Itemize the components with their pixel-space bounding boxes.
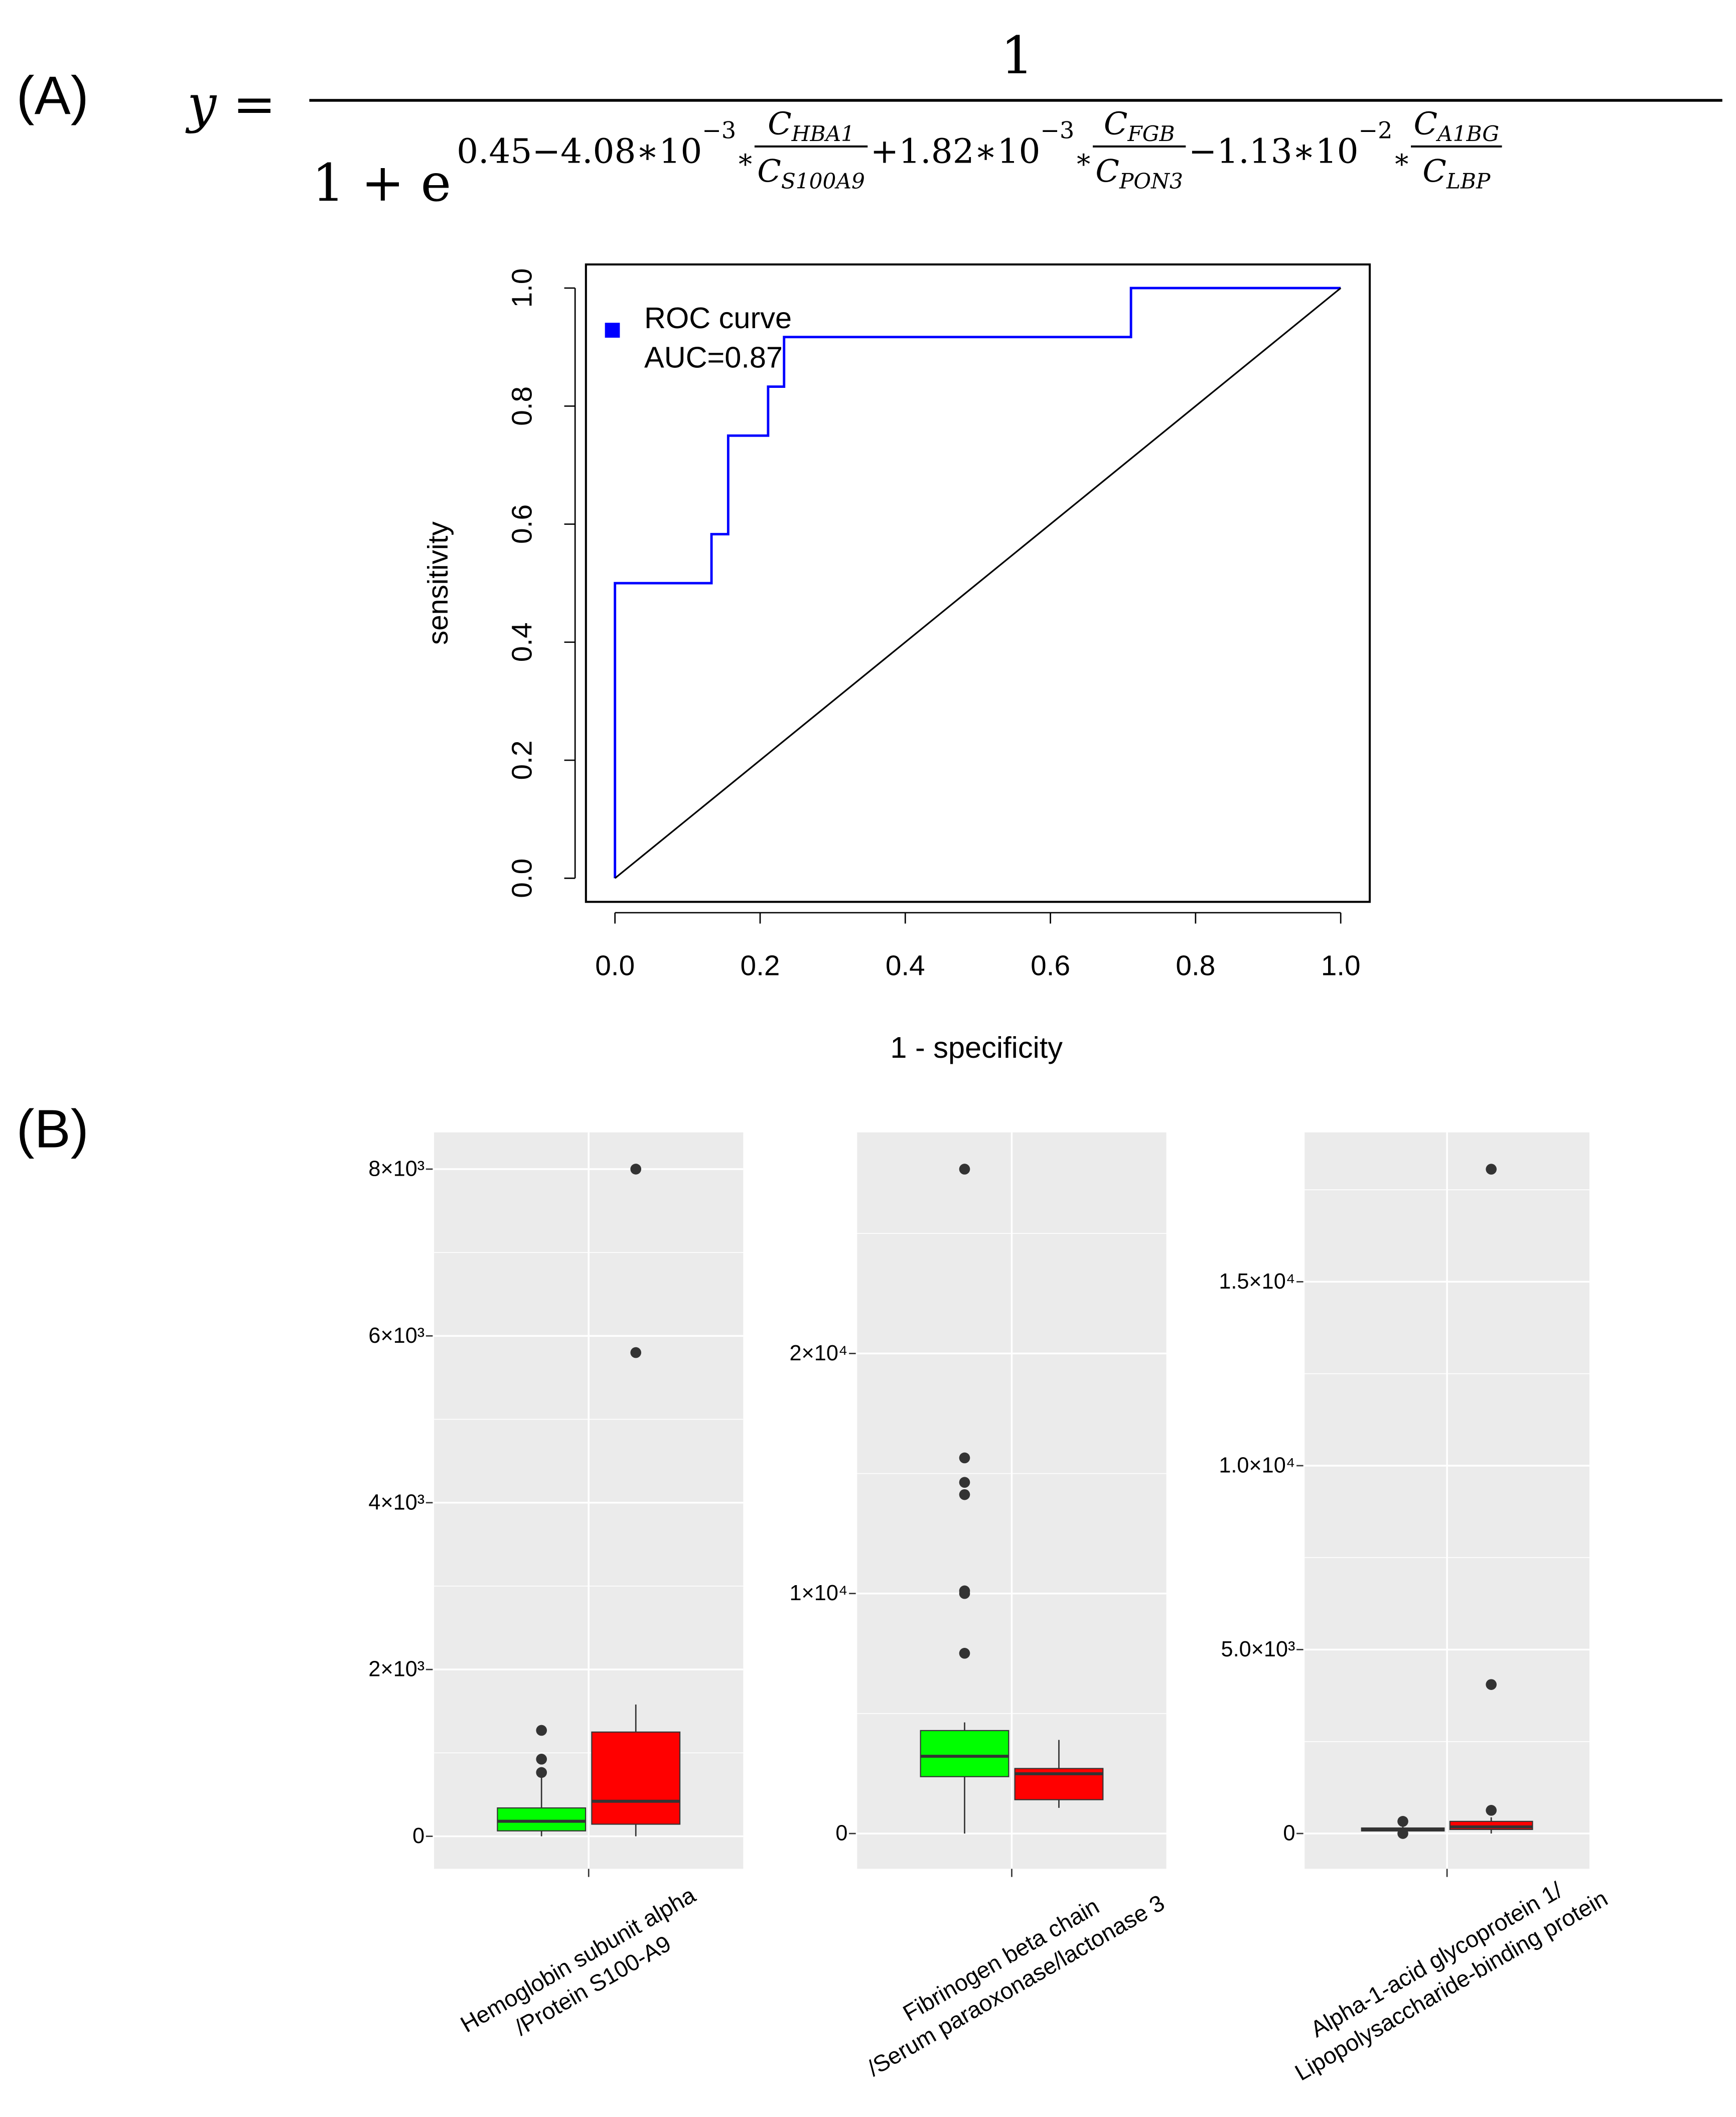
y-tick-label: 6×10³ [368, 1324, 424, 1348]
formula-numerator: 1 [1001, 26, 1034, 86]
subscript: A1BG [1435, 121, 1499, 146]
box [920, 1730, 1009, 1777]
box [591, 1731, 681, 1825]
plot-frame [585, 263, 1371, 903]
y-tick-label: 2×10³ [368, 1657, 424, 1681]
x-axis-label: 1 - specificity [890, 1031, 1063, 1064]
x-tick-label: Lipopolysaccharide-binding protein [1290, 1885, 1612, 2085]
outlier [536, 1725, 547, 1736]
exponent-power: −3 [1041, 117, 1075, 144]
subscript: S100A9 [781, 169, 865, 194]
outlier [959, 1164, 970, 1175]
outlier [959, 1489, 970, 1500]
y-axis-label: sensitivity [422, 521, 454, 645]
formula-lhs: y = [185, 75, 276, 134]
y-tick-label: 1×10⁴ [789, 1581, 847, 1605]
outlier [1397, 1816, 1408, 1827]
symbol: C [757, 153, 781, 189]
annotation: AUC=0.87 [644, 340, 783, 374]
outlier [1397, 1828, 1408, 1839]
x-tick-label: 1.0 [1321, 950, 1361, 981]
outlier [536, 1767, 547, 1778]
exponent-power: −3 [702, 117, 736, 144]
exponent-term: −1.13∗10 [1189, 131, 1359, 171]
subscript: PON3 [1119, 169, 1183, 194]
outlier [959, 1648, 970, 1659]
exponent-term: 0.45−4.08∗10 [457, 131, 702, 171]
outlier [1486, 1805, 1497, 1816]
y-tick-label: 1.0 [507, 268, 538, 308]
subscript: LBP [1446, 169, 1491, 194]
y-tick-label: 0 [835, 1821, 847, 1846]
exponent-times: ∗ [736, 143, 755, 175]
y-tick-label: 0.8 [507, 386, 538, 426]
reference-line [614, 287, 1342, 879]
y-tick-label: 0.0 [507, 859, 538, 898]
y-tick-label: 0.4 [507, 622, 538, 662]
symbol: C [1095, 153, 1119, 189]
fraction-part: CFGB [1104, 105, 1175, 147]
x-tick-label: 0.8 [1176, 950, 1215, 981]
exponent-times: ∗ [1392, 143, 1411, 175]
symbol: C [1104, 105, 1128, 142]
outlier [630, 1347, 642, 1358]
fraction-part: CA1BG [1413, 105, 1499, 147]
outlier [959, 1588, 970, 1599]
box [497, 1807, 587, 1831]
exponent-times: ∗ [1074, 143, 1093, 175]
y-tick-label: 0.2 [507, 741, 538, 780]
fraction-part: CHBA1 [768, 105, 854, 147]
y-tick-label: 4×10³ [368, 1490, 424, 1514]
symbol: C [1413, 105, 1437, 142]
y-tick-label: 1.0×10⁴ [1219, 1453, 1295, 1477]
y-tick-label: 2×10⁴ [789, 1341, 847, 1365]
outlier [959, 1477, 970, 1488]
subscript: HBA1 [791, 121, 854, 146]
fraction-part: CS100A9 [757, 153, 865, 194]
y-tick-label: 8×10³ [368, 1157, 424, 1181]
x-tick-label: 0.4 [886, 950, 925, 981]
symbol: C [768, 105, 792, 142]
outlier [536, 1754, 547, 1765]
panel-label: (A) [17, 65, 89, 125]
panel-label: (B) [17, 1098, 89, 1159]
x-tick-label: /Serum paraoxonase/lactonase 3 [863, 1889, 1169, 2081]
outlier [1486, 1164, 1497, 1175]
y-tick-label: 0.6 [507, 504, 538, 544]
subscript: FGB [1127, 121, 1175, 146]
y-tick-label: 5.0×10³ [1221, 1637, 1295, 1661]
outlier [630, 1164, 642, 1175]
legend-label: ROC curve [644, 301, 792, 335]
legend-swatch [605, 323, 620, 338]
outlier [959, 1452, 970, 1464]
exponent-power: −2 [1359, 117, 1393, 144]
outlier [1486, 1679, 1497, 1690]
fraction-part: CLBP [1422, 153, 1491, 194]
roc-curve [614, 287, 1341, 879]
exponent-term: +1.82∗10 [871, 131, 1041, 171]
y-tick-label: 1.5×10⁴ [1219, 1269, 1295, 1294]
y-tick-label: 0 [412, 1824, 424, 1848]
x-tick-label: Alpha-1-acid glycoprotein 1/ [1306, 1877, 1566, 2042]
x-tick-label: 0.2 [741, 950, 780, 981]
fraction-part: CPON3 [1095, 153, 1183, 194]
y-tick-label: 0 [1283, 1821, 1295, 1846]
x-tick-label: 0.0 [595, 950, 635, 981]
formula-denominator: 1 + e [312, 154, 451, 213]
x-tick-label: 0.6 [1031, 950, 1070, 981]
symbol: C [1422, 153, 1446, 189]
